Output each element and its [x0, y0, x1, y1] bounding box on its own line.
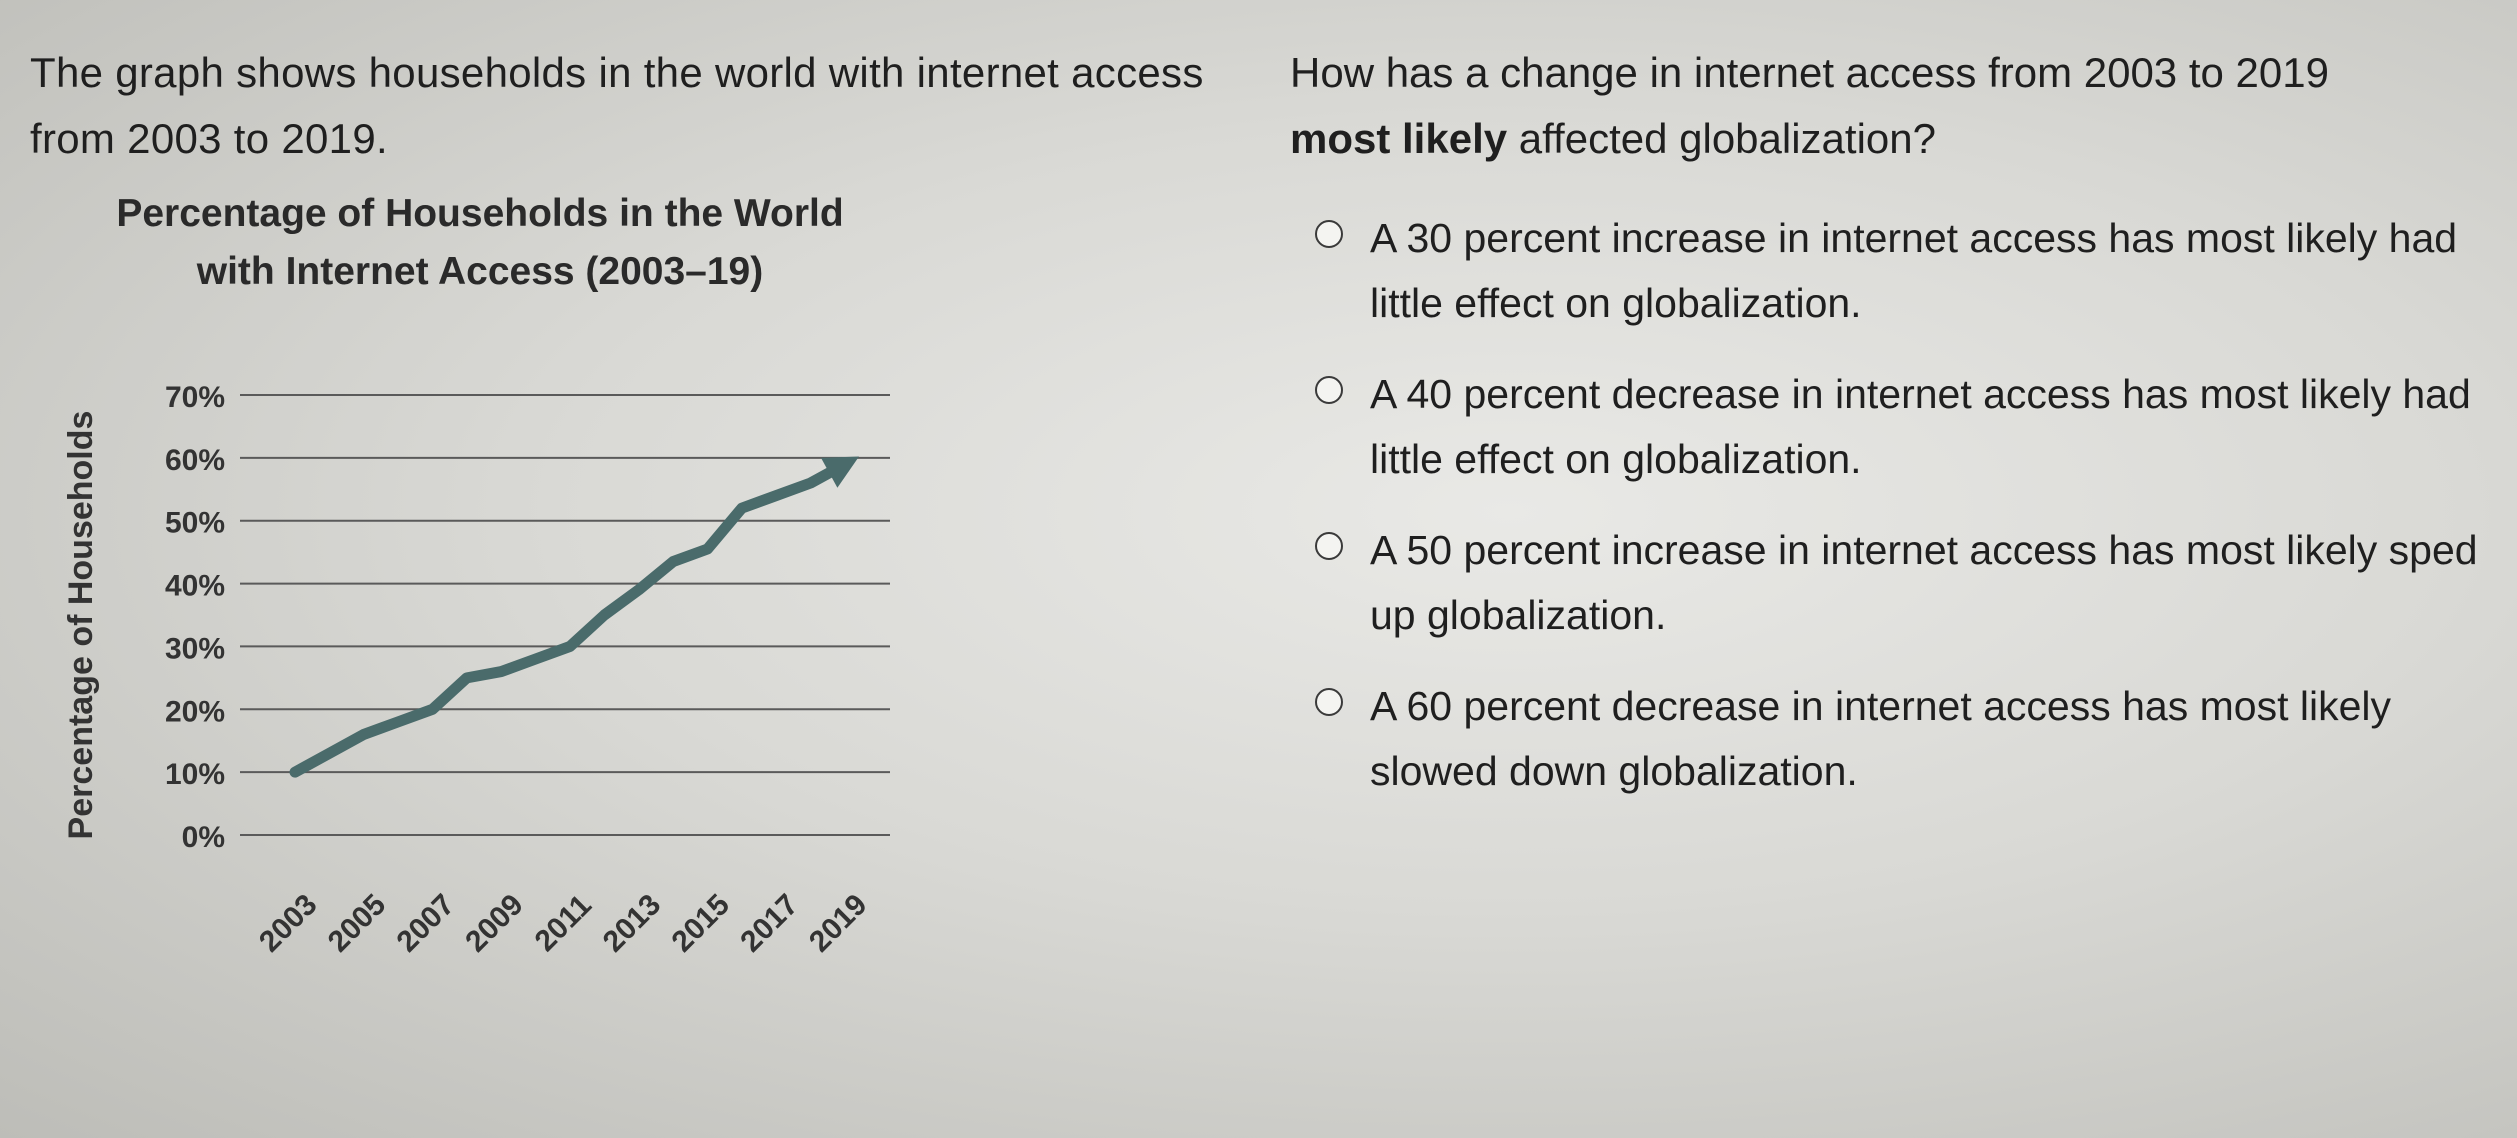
answer-option-d[interactable]: A 60 percent decrease in internet access…: [1290, 674, 2480, 804]
x-tick-label: 2003: [253, 888, 324, 959]
question-part-1: How has a change in internet access from…: [1290, 49, 2329, 96]
y-axis-label: Percentage of Households: [62, 411, 100, 840]
answer-option-text: A 60 percent decrease in internet access…: [1370, 683, 2391, 794]
chart-title-line-1: Percentage of Households in the World: [116, 192, 844, 235]
answer-option-a[interactable]: A 30 percent increase in internet access…: [1290, 206, 2480, 336]
line-chart: 0% 10% 20% 30% 40% 50% 60% 70% Percentage of Hou…: [62, 381, 890, 959]
x-tick-label: 2017: [734, 888, 805, 959]
y-tick-label: 40%: [165, 570, 225, 603]
radio-button[interactable]: [1315, 688, 1343, 716]
intro-text: The graph shows households in the world …: [30, 49, 1204, 162]
y-tick-label: 10%: [165, 758, 225, 791]
answer-option-c[interactable]: A 50 percent increase in internet access…: [1290, 518, 2480, 648]
answer-option-text: A 30 percent increase in internet access…: [1370, 215, 2458, 326]
series-line: [289, 458, 851, 778]
y-tick-label: 20%: [165, 695, 225, 728]
x-tick-label: 2005: [322, 888, 393, 959]
line-arrowhead: [821, 456, 860, 488]
answer-option-b[interactable]: A 40 percent decrease in internet access…: [1290, 362, 2480, 492]
question-emphasis: most likely: [1290, 115, 1508, 162]
y-tick-label: 70%: [165, 381, 225, 414]
y-tick-label: 30%: [165, 632, 225, 665]
x-tick-label: 2007: [391, 888, 462, 959]
x-tick-label: 2013: [597, 888, 668, 959]
y-tick-label: 0%: [182, 821, 225, 854]
y-tick-label: 50%: [165, 507, 225, 540]
chart-title: Percentage of Households in the World wi…: [0, 185, 960, 301]
radio-button[interactable]: [1315, 532, 1343, 560]
question-text: How has a change in internet access from…: [1290, 40, 2480, 172]
x-tick-label: 2015: [666, 888, 737, 959]
left-panel: The graph shows households in the world …: [30, 40, 1230, 172]
radio-button[interactable]: [1315, 376, 1343, 404]
y-tick-label: 60%: [165, 444, 225, 477]
chart-title-line-2: with Internet Access (2003–19): [196, 250, 764, 293]
answer-option-text: A 50 percent increase in internet access…: [1370, 527, 2478, 638]
answer-option-text: A 40 percent decrease in internet access…: [1370, 371, 2471, 482]
x-tick-label: 2009: [459, 888, 530, 959]
radio-button[interactable]: [1315, 220, 1343, 248]
question-part-2: affected globalization?: [1518, 115, 1936, 162]
x-tick-label: 2019: [803, 888, 874, 959]
question-panel: How has a change in internet access from…: [1290, 40, 2480, 830]
x-tick-label: 2011: [529, 889, 598, 958]
